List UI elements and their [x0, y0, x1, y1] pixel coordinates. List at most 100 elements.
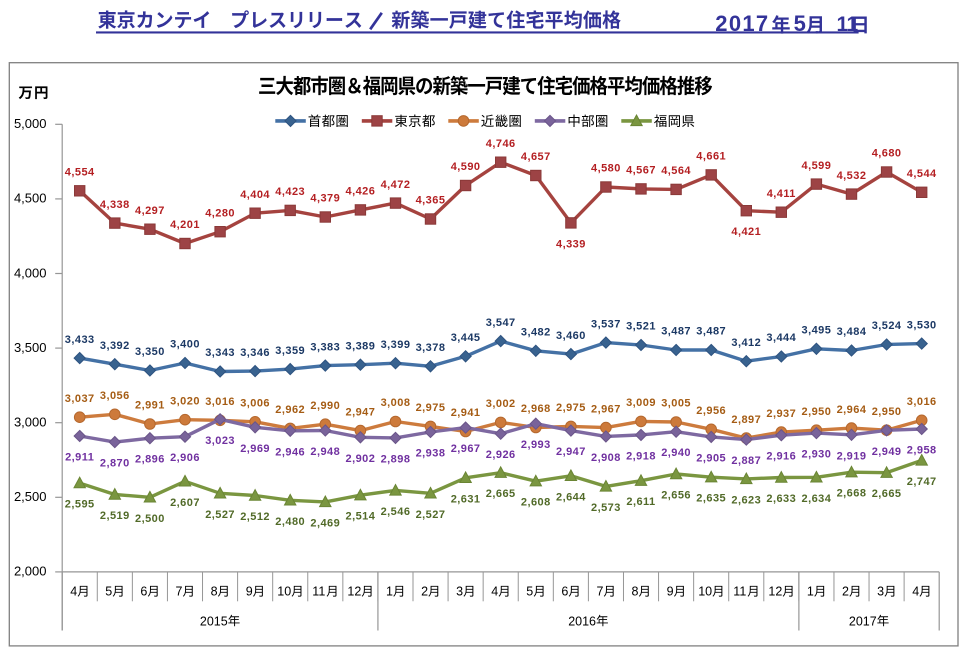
- svg-text:2,905: 2,905: [696, 452, 726, 464]
- svg-text:4,339: 4,339: [556, 238, 586, 250]
- svg-text:3,537: 3,537: [591, 318, 621, 330]
- svg-text:3,460: 3,460: [556, 330, 586, 342]
- svg-text:2,950: 2,950: [872, 406, 902, 418]
- svg-text:4,500: 4,500: [14, 191, 47, 206]
- svg-text:2,644: 2,644: [556, 491, 586, 503]
- svg-text:2,962: 2,962: [275, 404, 305, 416]
- svg-text:8: 8: [211, 585, 218, 599]
- svg-text:3,383: 3,383: [310, 341, 340, 353]
- svg-text:4,564: 4,564: [661, 165, 691, 177]
- svg-text:4,472: 4,472: [381, 179, 411, 191]
- svg-text:3,400: 3,400: [170, 339, 200, 351]
- svg-text:3,487: 3,487: [696, 326, 726, 338]
- svg-text:4,580: 4,580: [591, 163, 621, 175]
- svg-text:2,665: 2,665: [486, 488, 516, 500]
- svg-text:5: 5: [105, 585, 112, 599]
- svg-text:3,016: 3,016: [907, 396, 937, 408]
- svg-text:2,631: 2,631: [451, 493, 481, 505]
- svg-text:2,887: 2,887: [731, 455, 761, 467]
- svg-text:2,918: 2,918: [626, 450, 656, 462]
- svg-text:2,611: 2,611: [626, 496, 655, 508]
- svg-text:2,514: 2,514: [346, 511, 376, 523]
- svg-text:4,567: 4,567: [626, 165, 656, 177]
- svg-text:4,661: 4,661: [696, 151, 726, 163]
- svg-text:4,404: 4,404: [240, 189, 270, 201]
- svg-text:2,546: 2,546: [381, 506, 411, 518]
- svg-text:3,445: 3,445: [451, 332, 481, 344]
- svg-text:2,906: 2,906: [170, 452, 200, 464]
- svg-text:3,005: 3,005: [661, 398, 691, 410]
- svg-text:2,991: 2,991: [135, 400, 165, 412]
- svg-text:4,280: 4,280: [205, 207, 235, 219]
- svg-text:2,573: 2,573: [591, 502, 621, 514]
- svg-text:2,527: 2,527: [205, 509, 235, 521]
- svg-text:4,680: 4,680: [872, 148, 902, 160]
- svg-text:3,484: 3,484: [837, 326, 867, 338]
- svg-text:2,480: 2,480: [275, 516, 305, 528]
- svg-text:8: 8: [632, 585, 639, 599]
- svg-text:11: 11: [312, 585, 325, 599]
- svg-text:2: 2: [421, 585, 428, 599]
- svg-text:2,896: 2,896: [135, 454, 165, 466]
- svg-text:1: 1: [807, 585, 814, 599]
- svg-text:2,668: 2,668: [837, 488, 867, 500]
- svg-text:2,969: 2,969: [240, 443, 270, 455]
- svg-text:2,949: 2,949: [872, 446, 902, 458]
- svg-text:2,941: 2,941: [451, 407, 481, 419]
- svg-text:9: 9: [246, 585, 253, 599]
- svg-text:10: 10: [698, 585, 712, 599]
- svg-text:1: 1: [386, 585, 393, 599]
- svg-text:3,056: 3,056: [100, 390, 130, 402]
- svg-text:2,968: 2,968: [521, 403, 551, 415]
- svg-text:3,002: 3,002: [486, 398, 516, 410]
- svg-text:4,532: 4,532: [837, 170, 867, 182]
- svg-text:3,389: 3,389: [346, 340, 376, 352]
- svg-text:2,926: 2,926: [486, 449, 516, 461]
- svg-text:3,521: 3,521: [626, 321, 656, 333]
- svg-text:3,009: 3,009: [626, 397, 656, 409]
- svg-text:2,608: 2,608: [521, 497, 551, 509]
- svg-text:3,000: 3,000: [14, 415, 47, 430]
- svg-text:2,469: 2,469: [310, 517, 340, 529]
- svg-text:4,421: 4,421: [731, 226, 761, 238]
- svg-text:2,958: 2,958: [907, 445, 937, 457]
- svg-text:3,378: 3,378: [416, 342, 446, 354]
- svg-text:2,947: 2,947: [346, 406, 376, 418]
- svg-text:4,746: 4,746: [486, 138, 516, 150]
- svg-text:2,527: 2,527: [416, 509, 446, 521]
- svg-text:2016: 2016: [568, 614, 596, 628]
- svg-text:2,916: 2,916: [766, 451, 796, 463]
- svg-text:2,656: 2,656: [661, 490, 691, 502]
- svg-text:2,947: 2,947: [556, 446, 586, 458]
- svg-text:2,967: 2,967: [451, 443, 481, 455]
- svg-text:4: 4: [491, 585, 498, 599]
- svg-text:3,037: 3,037: [65, 393, 95, 405]
- svg-text:3: 3: [877, 585, 884, 599]
- svg-text:2,000: 2,000: [14, 564, 47, 579]
- svg-text:4,379: 4,379: [310, 193, 340, 205]
- svg-text:12: 12: [347, 585, 361, 599]
- svg-text:2,993: 2,993: [521, 439, 551, 451]
- svg-text:2,870: 2,870: [100, 458, 130, 470]
- svg-text:3,530: 3,530: [907, 319, 937, 331]
- svg-text:2,908: 2,908: [591, 452, 621, 464]
- svg-text:4,657: 4,657: [521, 151, 551, 163]
- svg-text:4: 4: [912, 585, 919, 599]
- svg-text:3,487: 3,487: [661, 326, 691, 338]
- svg-text:2,938: 2,938: [416, 448, 446, 460]
- svg-text:6: 6: [561, 585, 568, 599]
- svg-text:4,599: 4,599: [802, 160, 832, 172]
- svg-text:3,495: 3,495: [802, 325, 832, 337]
- svg-text:4,201: 4,201: [170, 219, 200, 231]
- svg-text:2,975: 2,975: [416, 402, 446, 414]
- svg-text:2,635: 2,635: [696, 493, 726, 505]
- svg-text:2,512: 2,512: [240, 511, 270, 523]
- svg-text:3,006: 3,006: [240, 398, 270, 410]
- svg-text:2,964: 2,964: [837, 404, 867, 416]
- svg-text:4,554: 4,554: [65, 167, 95, 179]
- svg-text:4,365: 4,365: [416, 195, 446, 207]
- svg-text:2,937: 2,937: [766, 408, 796, 420]
- svg-text:12: 12: [768, 585, 782, 599]
- svg-text:2,747: 2,747: [907, 476, 937, 488]
- svg-text:5: 5: [526, 585, 533, 599]
